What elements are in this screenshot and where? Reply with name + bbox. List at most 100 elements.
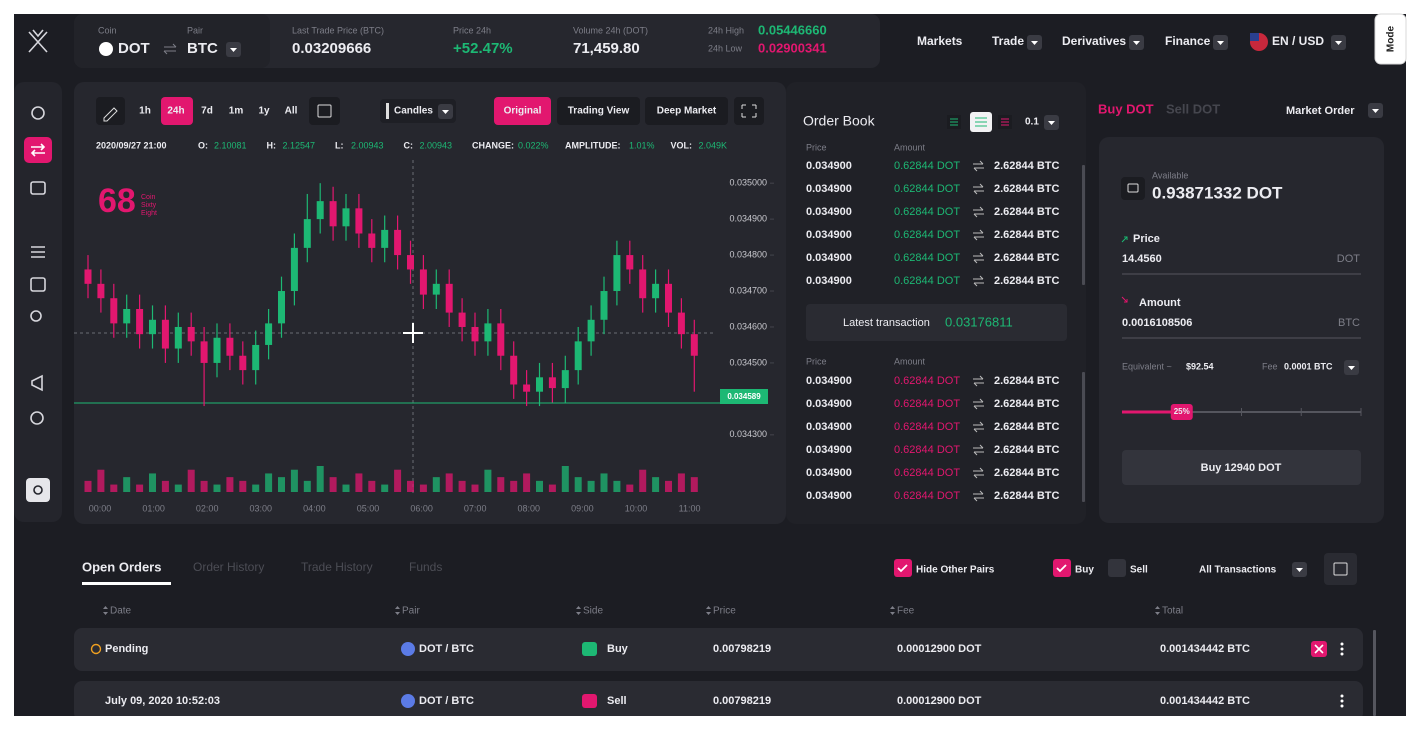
nav-item[interactable]: Derivatives (1062, 34, 1126, 48)
label[interactable]: EN / USD (1272, 34, 1324, 48)
volume-bar (613, 480, 621, 492)
y-tick-label: 0.035000 (729, 178, 767, 188)
x-tick-label: 11:00 (679, 503, 701, 513)
swap-icon (973, 183, 984, 195)
menu-dot (1340, 647, 1344, 651)
view-button[interactable] (557, 97, 640, 125)
column-header[interactable]: Total (1162, 606, 1183, 617)
dropdown-arrow (230, 48, 237, 52)
menu-dot (1340, 704, 1344, 708)
orders-tab[interactable]: Order History (193, 560, 264, 574)
timeframe[interactable]: 24h (167, 106, 184, 117)
timeframe[interactable]: All (285, 106, 298, 117)
swap-icon (973, 375, 984, 387)
watermark-word: Coin (141, 194, 156, 201)
calendar-icon (317, 104, 332, 118)
candle-body (110, 298, 118, 324)
order-row-bg[interactable] (74, 681, 1363, 721)
icon-coins[interactable] (30, 310, 42, 322)
label: 24h High (708, 25, 744, 35)
checkbox[interactable] (1108, 559, 1126, 577)
column-header[interactable]: Date (110, 606, 132, 617)
cancel-x (1314, 644, 1324, 654)
volume-bar (136, 484, 144, 492)
book-amount: 0.62844 DOT (894, 183, 960, 195)
book-total: 2.62844 BTC (994, 229, 1059, 241)
calendar-filter[interactable] (1324, 553, 1357, 585)
timeframe[interactable]: 1h (139, 106, 151, 117)
volume-bar (226, 477, 234, 492)
nav-item[interactable]: Finance (1165, 34, 1211, 48)
timeframe[interactable]: 7d (201, 106, 213, 117)
dropdown-arrow (1133, 41, 1140, 45)
form-tab[interactable]: Buy DOT (1098, 101, 1154, 116)
book-amount: 0.62844 DOT (894, 375, 960, 387)
icon-support[interactable] (30, 411, 44, 425)
mode-tab[interactable] (1374, 13, 1407, 65)
buy-button-bg[interactable] (1122, 450, 1361, 485)
icon-wallet[interactable] (30, 181, 46, 195)
volume-bar (523, 473, 531, 492)
timeframe-active[interactable] (161, 97, 193, 125)
watermark-word: Eight (141, 210, 157, 217)
volume-bar (200, 480, 208, 492)
calendar-icon (1333, 562, 1348, 576)
volume-bar (278, 477, 285, 492)
label[interactable]: Market Order (1286, 105, 1355, 117)
label[interactable]: All Transactions (1199, 565, 1277, 576)
volume-bar (303, 480, 311, 492)
book-amount: 0.62844 DOT (894, 206, 960, 218)
icon-settings[interactable] (26, 478, 50, 502)
orders-tab[interactable]: Funds (409, 560, 442, 574)
swap-icon (973, 490, 984, 502)
volume-bar (548, 484, 556, 492)
form-tab[interactable]: Sell DOT (1166, 101, 1220, 116)
book-price: 0.034900 (806, 467, 852, 479)
y-tick-label: 0.034500 (729, 357, 767, 367)
icon-list[interactable] (31, 246, 45, 258)
nav-item[interactable]: Markets (917, 34, 963, 48)
menu-dot (1340, 694, 1344, 698)
volume-bar (432, 477, 440, 492)
label[interactable]: Candles (394, 106, 433, 117)
slider-handle[interactable] (1170, 404, 1193, 420)
candle-body (548, 377, 556, 389)
fullscreen-button[interactable] (734, 97, 764, 125)
orders-tab[interactable]: Open Orders (82, 559, 161, 574)
chart-style-select[interactable] (380, 99, 456, 123)
icon-trade-active[interactable] (24, 137, 52, 163)
timeframe[interactable]: 1y (258, 106, 270, 117)
view-button[interactable] (645, 97, 728, 125)
order-fee: 0.00012900 DOT (897, 695, 982, 707)
volume-bar (600, 473, 608, 492)
order-total: 0.001434442 BTC (1160, 695, 1250, 707)
label: Latest transaction (843, 317, 930, 329)
icon-announce[interactable] (31, 374, 43, 392)
volume-bar (368, 480, 376, 492)
orders-tab[interactable]: Trade History (301, 560, 373, 574)
label[interactable]: Mode (1386, 26, 1397, 53)
order-side: Sell (607, 695, 627, 707)
column-header[interactable]: Side (583, 606, 603, 617)
icon-calendar[interactable] (30, 277, 46, 292)
label[interactable]: 14.4560 (1122, 253, 1162, 265)
nav-item[interactable]: Trade (992, 34, 1024, 48)
calendar-button[interactable] (309, 97, 340, 125)
pencil-icon (103, 107, 118, 122)
label: BTC (187, 40, 218, 57)
view-button[interactable] (494, 97, 551, 125)
candle-body (471, 326, 479, 342)
timeframe[interactable]: 1m (229, 106, 244, 117)
order-row-bg[interactable] (74, 628, 1363, 671)
column-header[interactable]: Pair (402, 606, 420, 617)
candle-body (149, 319, 156, 335)
column-header[interactable]: Price (713, 606, 736, 617)
label[interactable]: 0.0016108506 (1122, 317, 1192, 329)
column-header[interactable]: Fee (897, 606, 915, 617)
pair-selector[interactable] (74, 14, 270, 68)
icon-chart[interactable] (31, 106, 45, 120)
volume-bar (97, 469, 105, 492)
swap-icon (973, 206, 984, 218)
candle-body (626, 255, 634, 270)
